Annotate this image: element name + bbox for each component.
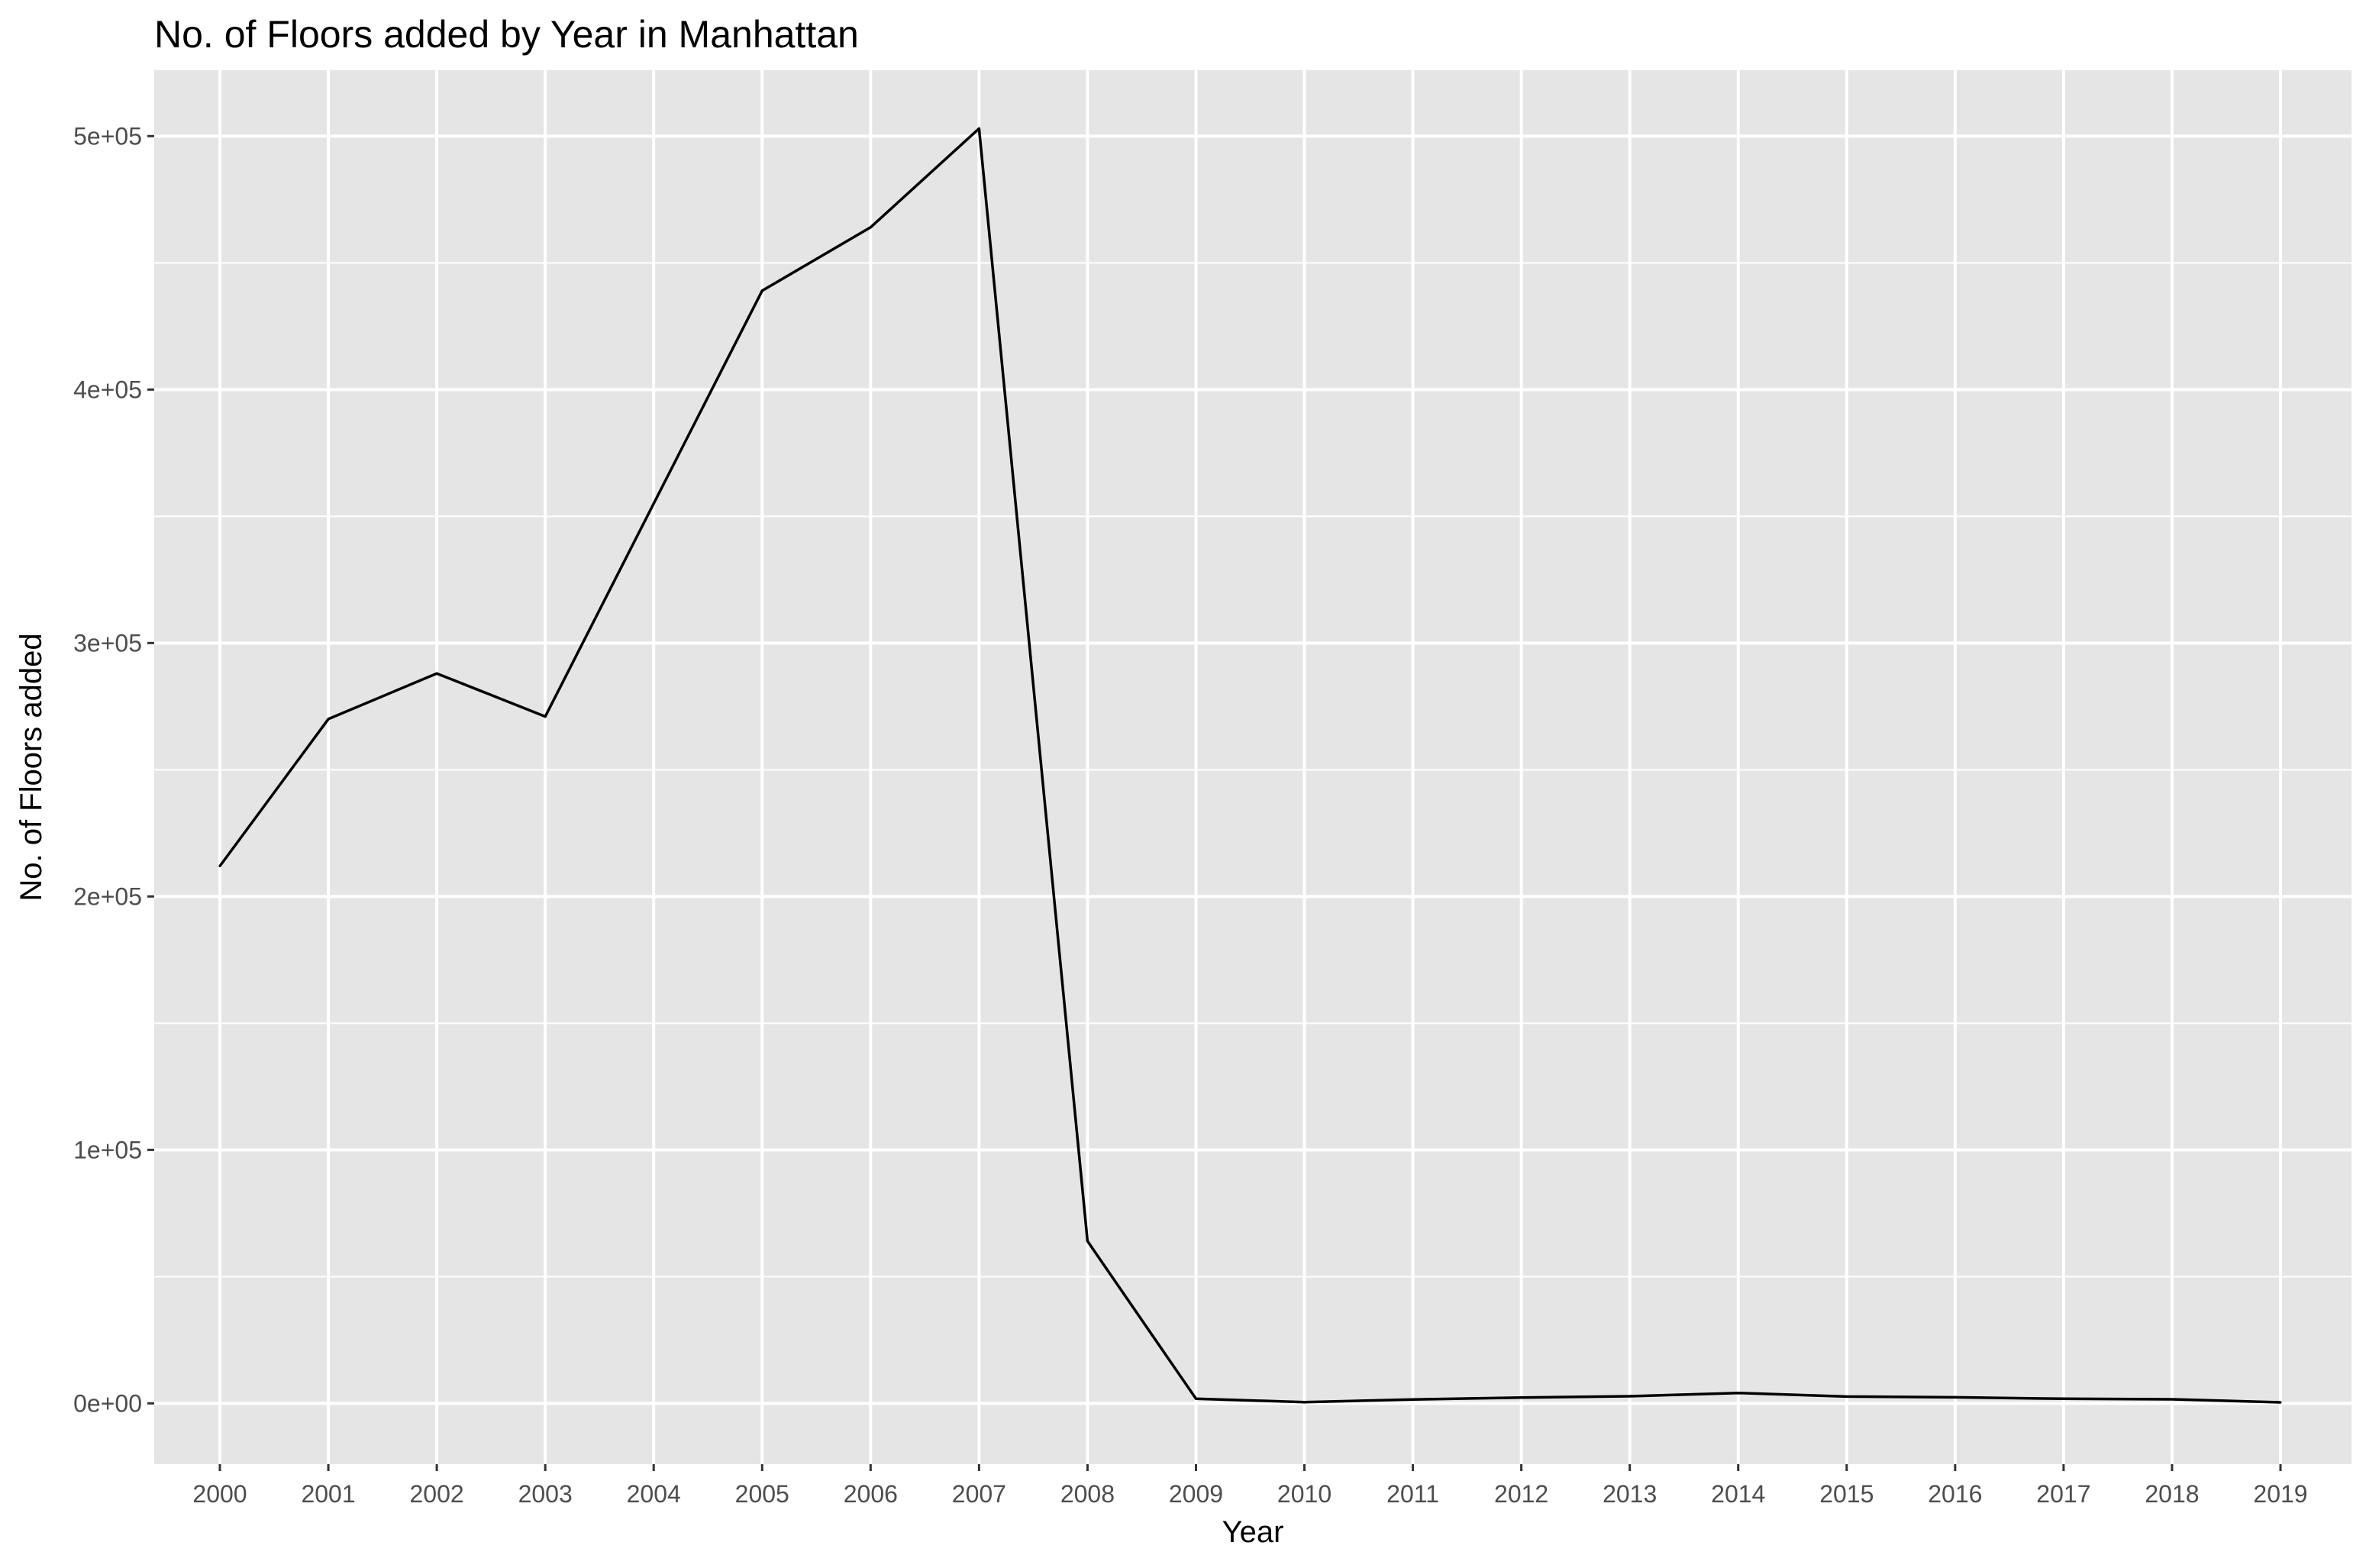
y-axis-title: No. of Floors added	[15, 633, 48, 901]
x-tick-label: 2012	[1494, 1480, 1548, 1508]
y-tick-label: 3e+05	[73, 629, 142, 657]
x-tick-label: 2015	[1819, 1480, 1874, 1508]
data-point	[327, 718, 330, 721]
x-axis: 2000 2001 2002 2003 2004 2005 2006 2007 2008 2009…	[192, 1464, 2308, 1508]
data-point	[544, 715, 547, 718]
data-point	[2171, 1398, 2174, 1401]
x-tick-label: 2001	[301, 1480, 355, 1508]
y-tick-label: 5e+05	[73, 122, 142, 150]
data-point	[977, 127, 980, 130]
x-tick-label: 2007	[952, 1480, 1006, 1508]
series-layer	[218, 127, 2282, 1404]
data-point	[1412, 1398, 1415, 1401]
x-axis-title: Year	[1222, 1515, 1284, 1549]
data-point	[1086, 1240, 1089, 1243]
data-point	[1737, 1392, 1740, 1395]
x-tick-label: 2010	[1277, 1480, 1331, 1508]
y-axis: 0e+00 1e+05 2e+05 3e+05 4e+05 5e+05	[73, 122, 154, 1417]
x-tick-label: 2014	[1711, 1480, 1765, 1508]
x-tick-label: 2008	[1060, 1480, 1115, 1508]
x-tick-label: 2006	[844, 1480, 898, 1508]
x-tick-label: 2016	[1928, 1480, 1982, 1508]
data-point	[1303, 1401, 1306, 1404]
x-tick-label: 2000	[192, 1480, 247, 1508]
data-point	[1520, 1396, 1523, 1399]
x-tick-label: 2019	[2253, 1480, 2307, 1508]
data-point	[760, 289, 763, 292]
chart-title: No. of Floors added by Year in Manhattan	[154, 13, 859, 56]
data-point	[2279, 1401, 2282, 1404]
y-tick-label: 4e+05	[73, 376, 142, 403]
data-point	[435, 672, 438, 675]
y-tick-label: 2e+05	[73, 882, 142, 910]
series-line	[218, 127, 2281, 1404]
x-tick-label: 2003	[518, 1480, 573, 1508]
x-tick-label: 2005	[735, 1480, 789, 1508]
x-tick-label: 2011	[1386, 1480, 1439, 1508]
x-tick-label: 2013	[1603, 1480, 1657, 1508]
data-point	[2062, 1397, 2065, 1400]
y-tick-label: 0e+00	[73, 1389, 142, 1417]
x-tick-label: 2004	[627, 1480, 681, 1508]
data-point	[1194, 1397, 1197, 1400]
y-tick-label: 1e+05	[73, 1136, 142, 1163]
data-point	[652, 502, 655, 505]
x-tick-label: 2009	[1169, 1480, 1223, 1508]
data-point	[869, 226, 872, 229]
data-point	[1954, 1395, 1957, 1399]
data-point	[218, 864, 221, 867]
minor-gridlines	[154, 262, 2351, 1278]
x-tick-label: 2018	[2145, 1480, 2199, 1508]
data-point	[1628, 1395, 1632, 1398]
data-point	[1845, 1395, 1848, 1398]
x-tick-label: 2002	[410, 1480, 464, 1508]
plot-panel	[154, 70, 2351, 1464]
x-tick-label: 2017	[2036, 1480, 2090, 1508]
